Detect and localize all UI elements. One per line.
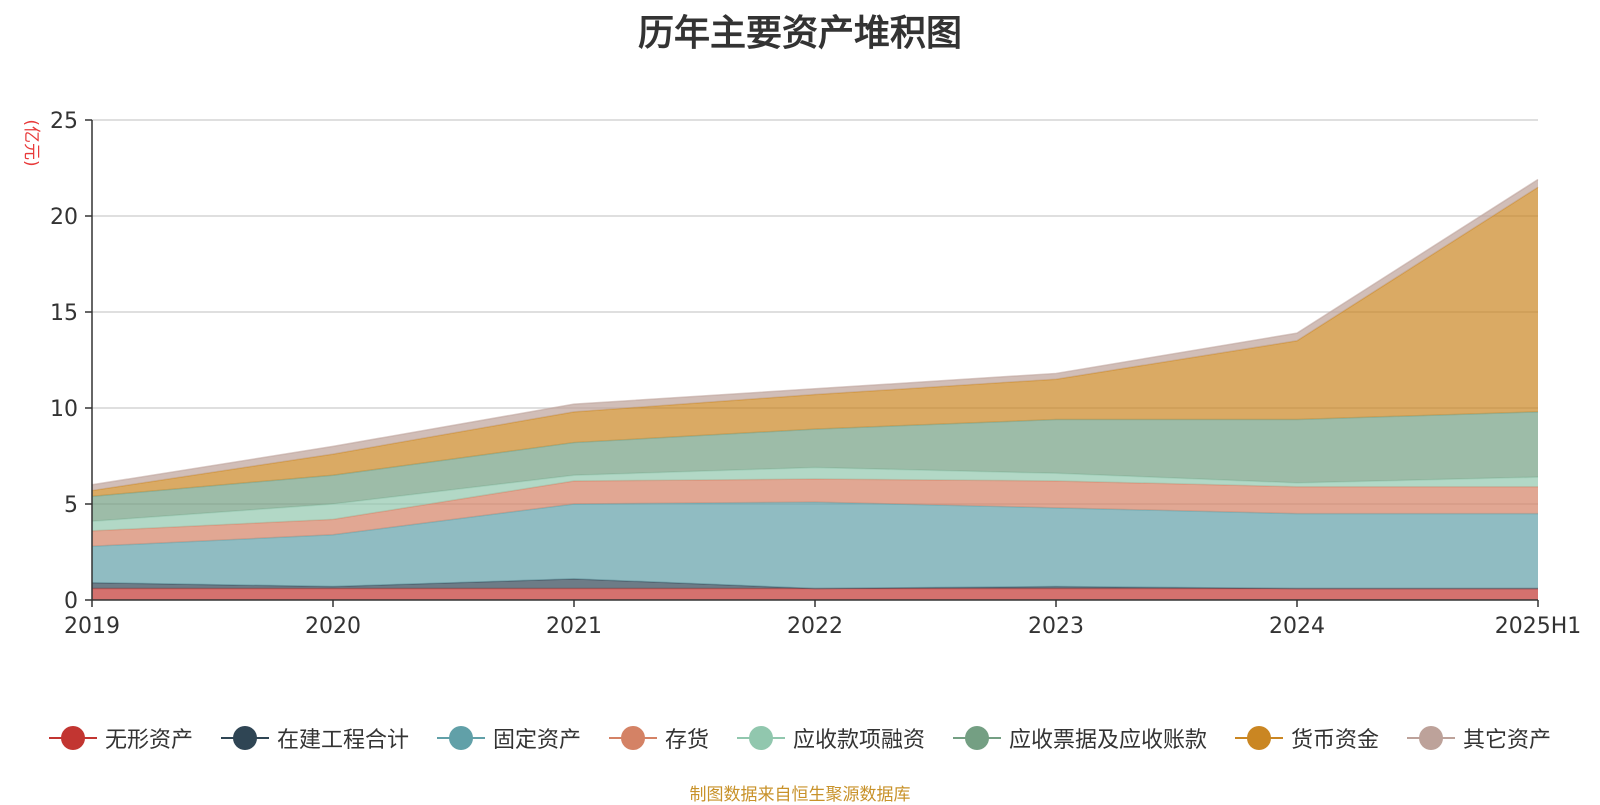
x-tick-label: 2021 bbox=[546, 614, 602, 639]
legend-label: 应收票据及应收账款 bbox=[1009, 728, 1208, 753]
legend-item[interactable]: 货币资金 bbox=[1235, 722, 1379, 754]
legend-swatch bbox=[737, 726, 785, 750]
legend-swatch bbox=[953, 726, 1002, 750]
area-series bbox=[92, 187, 1538, 497]
legend-item[interactable]: 无形资产 bbox=[48, 722, 193, 754]
legend-label: 应收款项融资 bbox=[793, 728, 926, 753]
y-tick-label: 20 bbox=[50, 205, 78, 230]
legend-item[interactable]: 固定资产 bbox=[436, 722, 581, 754]
x-tick-label: 2022 bbox=[787, 614, 843, 639]
area-series bbox=[92, 588, 1538, 600]
legend-label: 固定资产 bbox=[492, 728, 581, 753]
legend-swatch bbox=[608, 726, 657, 750]
legend-swatch bbox=[220, 726, 269, 750]
legend-item[interactable]: 其它资产 bbox=[1407, 722, 1551, 754]
axis-layer: 0 5 10 15 20 25 2019 2020 2021 2022 2023 2024 2025H1 bbox=[50, 109, 1581, 639]
legend-swatch bbox=[436, 726, 485, 750]
legend-item[interactable]: 应收票据及应收账款 bbox=[953, 722, 1207, 754]
legend-label: 无形资产 bbox=[104, 728, 193, 753]
legend-item[interactable]: 应收款项融资 bbox=[737, 722, 925, 754]
legend-label: 其它资产 bbox=[1463, 728, 1552, 753]
x-tick-label: 2020 bbox=[305, 614, 361, 639]
legend-label: 货币资金 bbox=[1291, 728, 1380, 753]
legend-swatch bbox=[1235, 726, 1284, 750]
x-tick-label: 2023 bbox=[1028, 614, 1084, 639]
area-series-edge bbox=[91, 178, 1539, 486]
y-tick-label: 0 bbox=[64, 589, 78, 614]
legend-swatch bbox=[1407, 726, 1456, 750]
y-tick-label: 25 bbox=[50, 109, 78, 134]
chart-title: 历年主要资产堆积图 bbox=[637, 13, 962, 54]
area-series bbox=[92, 578, 1538, 589]
y-tick-label: 15 bbox=[50, 301, 78, 326]
legend-swatch bbox=[48, 726, 97, 750]
x-tick-label: 2019 bbox=[64, 614, 120, 639]
y-axis-label: (亿元) bbox=[21, 119, 41, 166]
x-tick-label: 2024 bbox=[1269, 614, 1325, 639]
area-series bbox=[92, 411, 1538, 522]
y-tick-label: 5 bbox=[64, 493, 78, 518]
legend-label: 存货 bbox=[664, 728, 709, 753]
plot-area: 0 5 10 15 20 25 2019 2020 2021 2022 2023 2024 2025H1… bbox=[21, 109, 1581, 639]
area-series bbox=[92, 502, 1538, 589]
area-series bbox=[92, 467, 1538, 531]
source-note: 制图数据来自恒生聚源数据库 bbox=[689, 785, 911, 805]
legend-label: 在建工程合计 bbox=[276, 728, 409, 753]
area-layer bbox=[91, 178, 1539, 600]
area-series bbox=[92, 479, 1538, 547]
y-tick-label: 10 bbox=[50, 397, 78, 422]
legend: 无形资产 在建工程合计 固定资产 存货 应收款项融资 应收票据及应收账款 货币资金 其它资产 bbox=[0, 718, 1600, 758]
legend-item[interactable]: 存货 bbox=[608, 722, 709, 754]
x-tick-label: 2025H1 bbox=[1495, 614, 1582, 639]
legend-item[interactable]: 在建工程合计 bbox=[220, 722, 409, 754]
